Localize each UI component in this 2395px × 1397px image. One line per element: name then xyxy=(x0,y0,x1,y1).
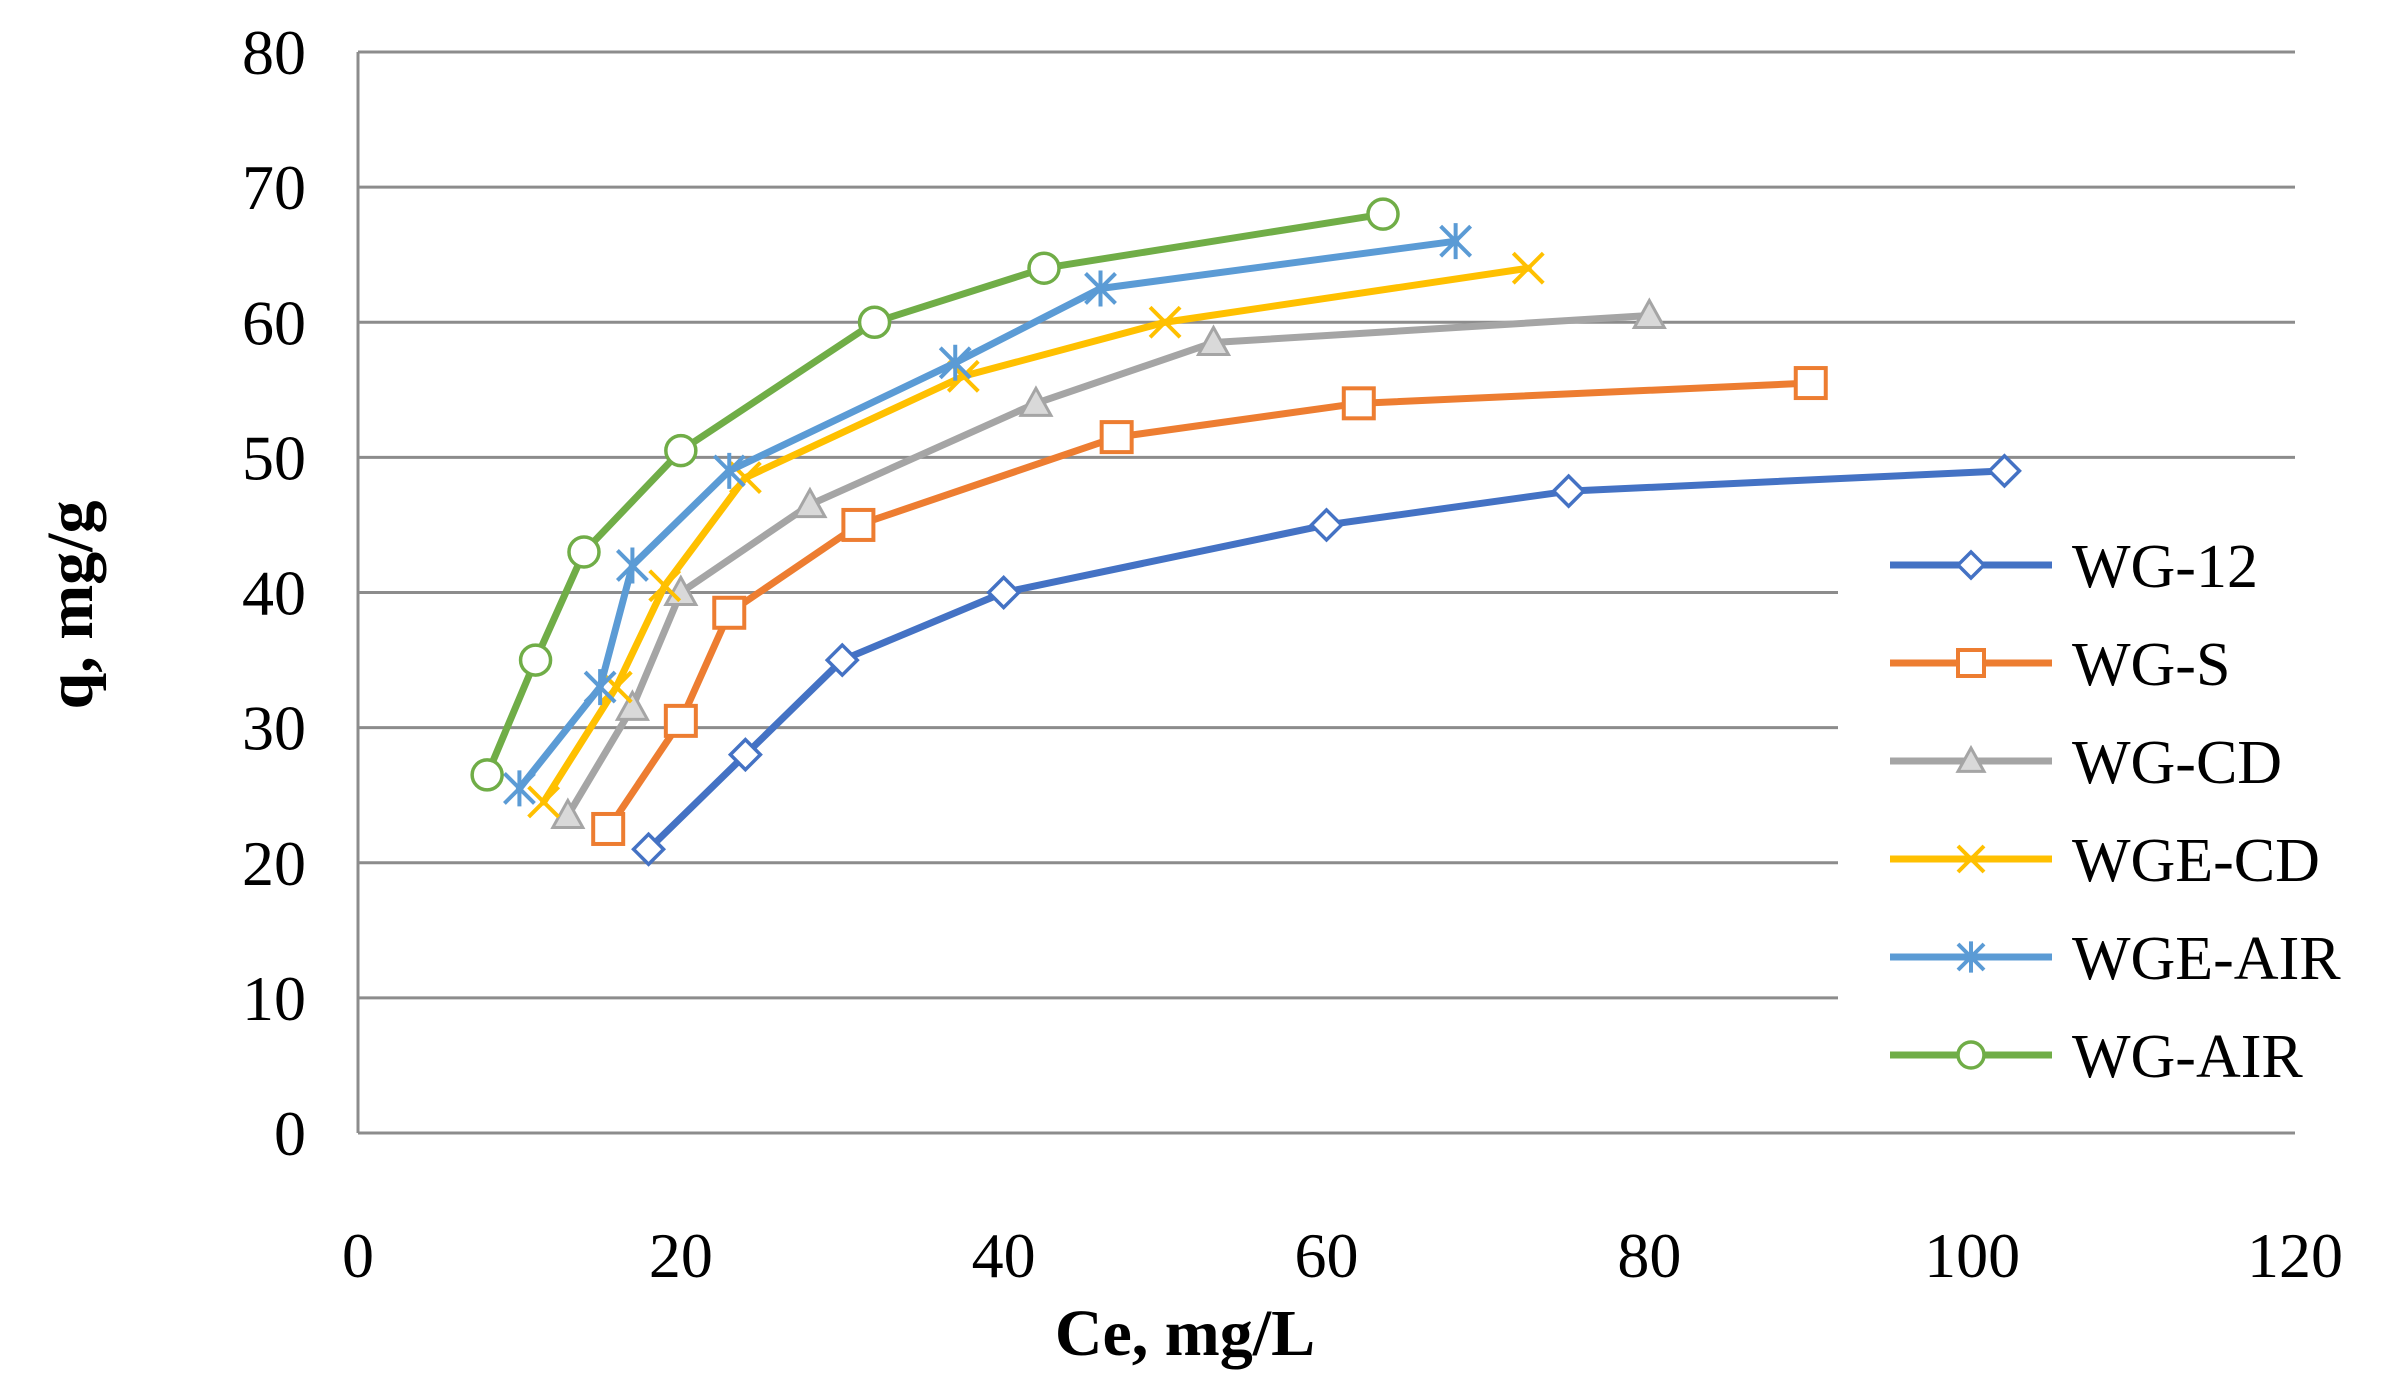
x-tick-label: 100 xyxy=(1924,1220,2020,1291)
data-point xyxy=(591,811,626,846)
data-point xyxy=(567,535,601,569)
legend-item: WGE-CD xyxy=(1890,827,2320,895)
data-point xyxy=(841,507,876,542)
data-point xyxy=(663,703,698,738)
y-tick-label: 30 xyxy=(242,693,306,764)
data-point xyxy=(518,643,553,677)
legend-label: WG-S xyxy=(2072,631,2230,699)
data-point xyxy=(792,486,828,519)
data-point xyxy=(615,547,649,584)
y-tick-label: 0 xyxy=(274,1098,306,1169)
x-tick-label: 60 xyxy=(1295,1220,1359,1291)
data-point xyxy=(1309,507,1344,543)
data-point xyxy=(1551,473,1587,509)
series-wg-12 xyxy=(631,453,2022,867)
legend-label: WG-AIR xyxy=(2072,1023,2303,1091)
data-point xyxy=(1099,420,1134,455)
data-point xyxy=(938,344,972,381)
y-tick-label: 60 xyxy=(242,287,306,358)
y-tick-label: 50 xyxy=(242,422,306,493)
data-point xyxy=(664,433,698,468)
x-tick-label: 40 xyxy=(972,1220,1036,1291)
data-point xyxy=(1366,197,1400,231)
y-tick-label: 70 xyxy=(242,152,306,223)
legend-label: WG-12 xyxy=(2072,533,2258,601)
x-tick-label: 20 xyxy=(649,1220,713,1291)
data-point xyxy=(503,770,536,807)
legend-label: WG-CD xyxy=(2072,729,2282,797)
data-point xyxy=(1084,270,1117,307)
data-point xyxy=(824,642,860,678)
legend-item: WG-CD xyxy=(1890,729,2282,797)
data-point xyxy=(614,689,650,721)
x-tick-label: 80 xyxy=(1617,1220,1681,1291)
data-point xyxy=(527,785,561,819)
data-point xyxy=(1955,549,1987,581)
series-lines xyxy=(470,197,2022,867)
data-point xyxy=(1195,324,1232,357)
data-point xyxy=(1511,251,1545,285)
legend-item: WGE-AIR xyxy=(1890,925,2341,993)
data-point xyxy=(986,575,1022,610)
data-point xyxy=(631,831,667,867)
data-point xyxy=(1631,297,1667,329)
data-point xyxy=(1956,941,1986,973)
data-point xyxy=(712,452,746,489)
series-wg-cd xyxy=(550,297,1667,829)
series-wge-air xyxy=(503,223,1473,807)
data-point xyxy=(1341,386,1376,421)
series-wg-s xyxy=(591,366,1828,846)
data-point xyxy=(1439,223,1473,260)
data-point xyxy=(1956,648,1986,678)
y-tick-label: 40 xyxy=(242,558,306,629)
data-point xyxy=(1027,251,1061,285)
data-point xyxy=(1018,385,1054,417)
data-point xyxy=(1956,1040,1986,1070)
legend-item: WG-S xyxy=(1890,631,2230,699)
x-tick-label: 0 xyxy=(342,1220,374,1291)
x-axis-title: Ce, mg/L xyxy=(1055,1297,1315,1370)
y-tick-label: 80 xyxy=(242,17,306,88)
data-point xyxy=(470,758,504,792)
data-point xyxy=(712,595,747,630)
data-point xyxy=(583,669,617,706)
data-point xyxy=(1793,366,1828,401)
y-tick-label: 20 xyxy=(242,828,306,899)
data-point xyxy=(1956,844,1986,874)
legend-label: WGE-CD xyxy=(2072,827,2320,895)
legend-item: WG-AIR xyxy=(1890,1023,2303,1091)
data-point xyxy=(663,574,699,606)
data-point xyxy=(727,737,763,773)
data-point xyxy=(1955,744,1987,773)
legend-label: WGE-AIR xyxy=(2072,925,2341,993)
axes: 0 10 20 30 40 50 60 70 80 0 20 40 60 80 100 120 xyxy=(242,17,2343,1291)
x-tick-label: 120 xyxy=(2247,1220,2343,1291)
series-line xyxy=(604,379,1815,833)
series-line xyxy=(564,311,1653,819)
y-tick-label: 10 xyxy=(242,963,306,1034)
legend: WG-12 WG-S WG-CD WGE-CD WGE-AIR WG-AIR xyxy=(1890,533,2341,1091)
legend-item: WG-12 xyxy=(1890,533,2258,601)
data-point xyxy=(648,569,682,603)
data-point xyxy=(857,305,892,339)
series-wg-air xyxy=(470,197,1400,792)
data-point xyxy=(1148,305,1182,339)
y-axis-title: q, mg/g xyxy=(34,500,107,709)
data-point xyxy=(1986,453,2022,489)
data-point xyxy=(550,797,586,829)
